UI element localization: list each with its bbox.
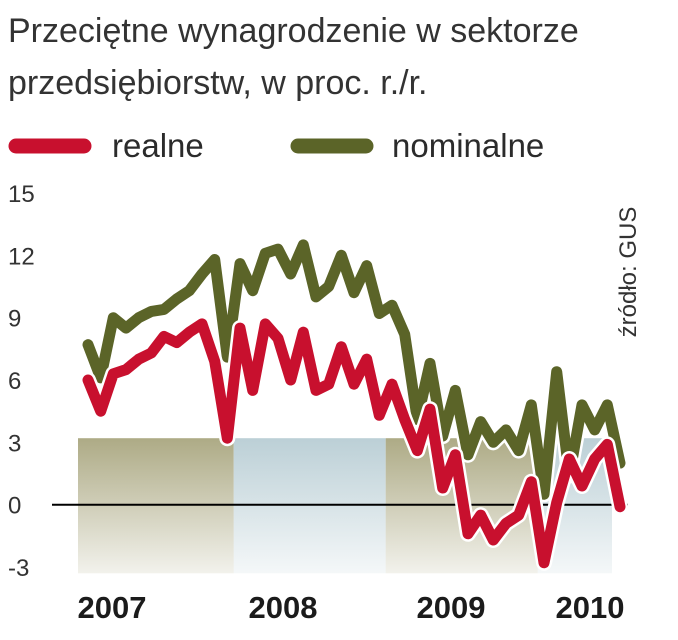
x-year-label-2008: 2008 <box>249 590 318 625</box>
legend-label-nominalne: nominalne <box>392 127 544 164</box>
series-line-nominalne <box>82 239 626 500</box>
y-tick-label: 3 <box>8 430 21 457</box>
y-tick-label: 6 <box>8 368 21 395</box>
x-year-label-2009: 2009 <box>417 590 486 625</box>
chart-title-line1: Przeciętne wynagrodzenie w sektorze <box>8 12 579 50</box>
y-tick-label: 9 <box>8 306 21 333</box>
y-axis: 15 12 9 6 3 0 -3 <box>8 181 628 582</box>
x-axis-year-labels: 2007 2008 2009 2010 <box>78 590 625 625</box>
y-tick-label: -3 <box>8 555 29 582</box>
x-year-label-2010: 2010 <box>556 590 625 625</box>
chart-title-line2: przedsiębiorstw, w proc. r./r. <box>8 64 428 102</box>
y-tick-label: 12 <box>8 243 35 270</box>
series-line-realne <box>82 318 626 569</box>
source-note: źródło: GUS <box>615 207 642 338</box>
y-tick-label: 0 <box>8 493 21 520</box>
legend-label-realne: realne <box>112 127 204 164</box>
x-year-label-2007: 2007 <box>78 590 147 625</box>
y-tick-label: 15 <box>8 181 35 208</box>
legend: realne nominalne <box>8 127 544 164</box>
series-lines <box>80 236 628 571</box>
year-band-2008 <box>233 438 386 574</box>
year-band-2007 <box>78 438 234 574</box>
